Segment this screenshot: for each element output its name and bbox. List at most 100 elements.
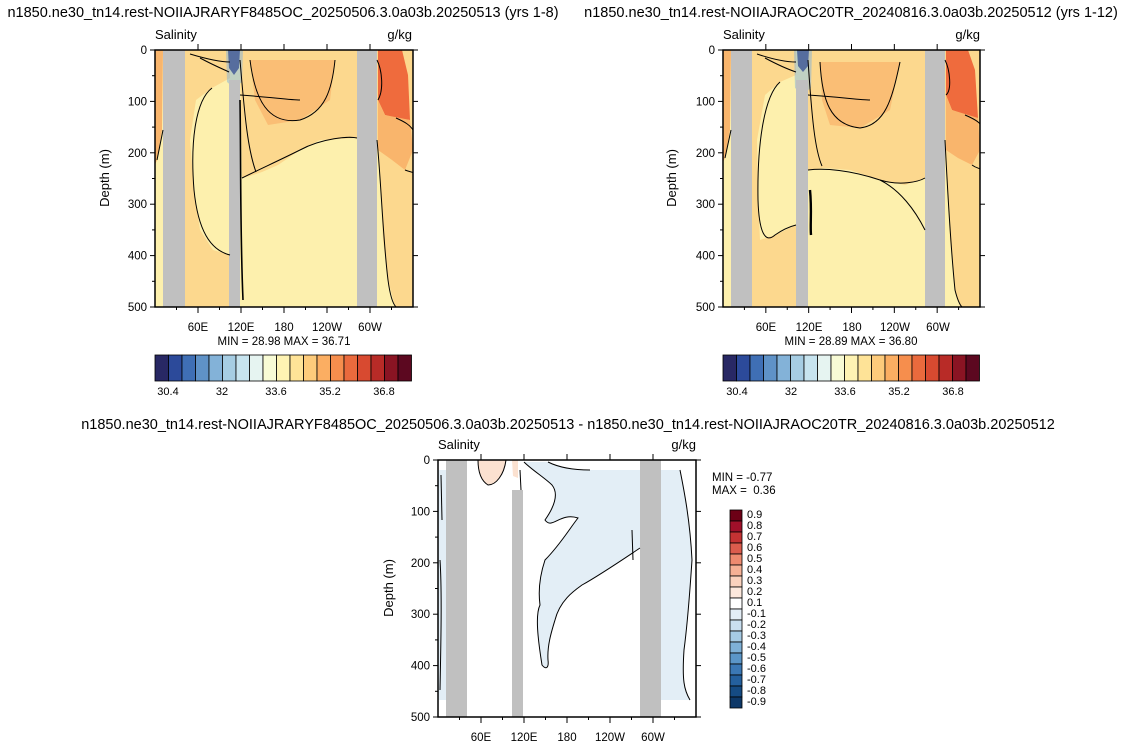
panel-3-land-strip-1 bbox=[446, 460, 467, 717]
panel-1-min-max-label: MIN = 28.98 MAX = 36.71 bbox=[218, 336, 351, 348]
panel-1-fill-fresh-surface-2 bbox=[226, 50, 243, 88]
colorbar-swatch bbox=[729, 542, 743, 555]
panel-1-x-tick-label-4: 120W bbox=[312, 322, 342, 334]
colorbar-swatch bbox=[729, 685, 743, 698]
panel-3-units-label: g/kg bbox=[671, 437, 696, 452]
colorbar-swatch bbox=[235, 354, 250, 382]
y-tick-label: 100 bbox=[696, 96, 715, 108]
panel-1-x-tick-label-1: 60E bbox=[188, 322, 209, 334]
colorbar-swatch bbox=[357, 354, 372, 382]
colorbar-swatch bbox=[729, 597, 743, 610]
panel-2-colorbar-label-5: 36.8 bbox=[942, 386, 963, 398]
panel-1-fill-salty-west bbox=[185, 50, 230, 307]
panel-3-fill-negative-east bbox=[660, 470, 692, 700]
y-tick-label: 100 bbox=[128, 96, 147, 108]
panel-3-x-tick-label-3: 180 bbox=[557, 732, 576, 744]
colorbar-swatch bbox=[729, 586, 743, 599]
colorbar-label: 0.5 bbox=[747, 553, 762, 565]
colorbar-swatch bbox=[729, 509, 743, 522]
panel-2-x-axis: 60E 120E 180 120W 60W bbox=[743, 44, 960, 334]
panel-2-x-tick-label-3: 180 bbox=[842, 322, 861, 334]
panel-1-plot-area bbox=[154, 49, 414, 308]
colorbar-swatch bbox=[154, 354, 169, 382]
colorbar-swatch bbox=[729, 674, 743, 687]
panel-3-x-tick-label-5: 60W bbox=[641, 732, 665, 744]
y-tick-label: 0 bbox=[709, 45, 715, 57]
colorbar-swatch bbox=[722, 354, 737, 382]
colorbar-swatch bbox=[729, 575, 743, 588]
colorbar-swatch bbox=[195, 354, 210, 382]
panel-2-contours bbox=[724, 53, 981, 308]
panel-1-land-strip-3 bbox=[357, 50, 377, 307]
panel-3-plot-area bbox=[437, 459, 697, 718]
colorbar-label: -0.4 bbox=[747, 641, 766, 653]
panel-2-x-tick-label-4: 120W bbox=[880, 322, 910, 334]
panel-2-fill-salty-west bbox=[752, 50, 796, 307]
colorbar-label: 0.7 bbox=[747, 531, 762, 543]
panel-1-land-strip-2 bbox=[229, 80, 240, 307]
panel-3-fill-positive-surface bbox=[478, 460, 506, 485]
panel-1-variable-label: Salinity bbox=[155, 27, 197, 42]
panel-2-title: n1850.ne30_tn14.rest-NOIIAJRAOC20TR_2024… bbox=[584, 5, 1118, 21]
colorbar-swatch bbox=[911, 354, 926, 382]
colorbar-swatch bbox=[343, 354, 358, 382]
panel-3-variable-label: Salinity bbox=[438, 437, 480, 452]
colorbar-swatch bbox=[857, 354, 872, 382]
colorbar-label: 0.9 bbox=[747, 509, 762, 521]
colorbar-label: 0.4 bbox=[747, 564, 762, 576]
panel-2-y-axis: 0 100 200 300 400 500 bbox=[696, 45, 985, 314]
y-tick-label: 0 bbox=[424, 455, 430, 467]
panel-1-colorbar-label-2: 32 bbox=[216, 386, 228, 398]
colorbar-swatch bbox=[729, 619, 743, 632]
colorbar-label: 0.6 bbox=[747, 542, 762, 554]
colorbar-swatch bbox=[749, 354, 764, 382]
y-tick-label: 500 bbox=[696, 302, 715, 314]
colorbar-label: 0.1 bbox=[747, 597, 762, 609]
colorbar-label: 0.2 bbox=[747, 586, 762, 598]
colorbar-swatch bbox=[729, 696, 743, 709]
colorbar-swatch bbox=[790, 354, 805, 382]
panel-3-x-tick-label-1: 60E bbox=[471, 732, 492, 744]
colorbar-swatch bbox=[289, 354, 304, 382]
colorbar-swatch bbox=[729, 652, 743, 665]
panel-1-colorbar-label-5: 36.8 bbox=[373, 386, 394, 398]
y-tick-label: 100 bbox=[411, 506, 430, 518]
colorbar-swatch bbox=[729, 564, 743, 577]
colorbar-swatch bbox=[729, 520, 743, 533]
panel-2-variable-label: Salinity bbox=[723, 27, 765, 42]
colorbar-swatch bbox=[776, 354, 791, 382]
colorbar-swatch bbox=[249, 354, 264, 382]
colorbar-swatch bbox=[898, 354, 913, 382]
y-tick-label: 300 bbox=[696, 199, 715, 211]
colorbar-swatch bbox=[316, 354, 331, 382]
y-tick-label: 0 bbox=[141, 45, 147, 57]
colorbar-swatch bbox=[952, 354, 967, 382]
colorbar-swatch bbox=[303, 354, 318, 382]
colorbar-swatch bbox=[729, 663, 743, 676]
y-tick-label: 200 bbox=[696, 148, 715, 160]
colorbar-swatch bbox=[384, 354, 399, 382]
y-tick-label: 200 bbox=[128, 148, 147, 160]
panel-2-colorbar-label-4: 35.2 bbox=[888, 386, 909, 398]
panel-2-x-tick-label-5: 60W bbox=[926, 322, 950, 334]
y-tick-label: 300 bbox=[411, 609, 430, 621]
colorbar-label: -0.3 bbox=[747, 630, 766, 642]
panel-3-min-label: MIN = -0.77 bbox=[712, 472, 772, 484]
panel-1-fill-atlantic-mid bbox=[378, 100, 413, 170]
panel-3-fill-positive-small bbox=[512, 460, 518, 478]
colorbar-swatch bbox=[181, 354, 196, 382]
y-tick-label: 200 bbox=[411, 558, 430, 570]
panel-1: n1850.ne30_tn14.rest-NOIIAJRARYF8485OC_2… bbox=[7, 5, 558, 398]
panel-1-x-axis: 60E 120E 180 120W 60W bbox=[176, 44, 392, 334]
colorbar-swatch bbox=[729, 553, 743, 566]
colorbar-swatch bbox=[330, 354, 345, 382]
y-tick-label: 300 bbox=[128, 199, 147, 211]
colorbar-swatch bbox=[763, 354, 778, 382]
colorbar-swatch bbox=[729, 608, 743, 621]
panel-3-title: n1850.ne30_tn14.rest-NOIIAJRARYF8485OC_2… bbox=[81, 417, 1055, 433]
panel-3-x-tick-label-4: 120W bbox=[595, 732, 625, 744]
colorbar-label: -0.2 bbox=[747, 619, 766, 631]
panel-2-plot-area bbox=[722, 49, 981, 308]
y-tick-label: 500 bbox=[411, 712, 430, 724]
